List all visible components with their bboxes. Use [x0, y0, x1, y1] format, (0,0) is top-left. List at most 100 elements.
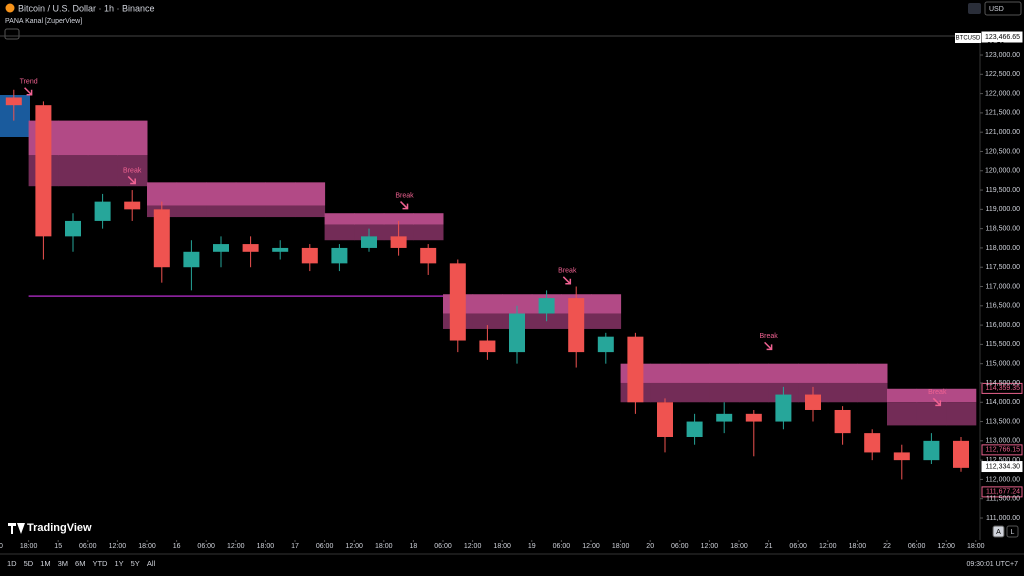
candle-body — [183, 251, 200, 268]
channel-upper — [265, 182, 296, 206]
collapse-button[interactable] — [4, 28, 20, 40]
range-button[interactable]: 1D — [7, 559, 17, 568]
candle-body — [834, 409, 851, 434]
channel-upper — [798, 363, 829, 383]
currency-select[interactable] — [984, 1, 1022, 16]
btc-icon — [5, 3, 15, 13]
channel-upper — [206, 182, 237, 206]
channel-upper — [591, 294, 622, 314]
channel-lower — [916, 402, 947, 426]
candle-body — [597, 336, 614, 353]
range-button[interactable]: All — [147, 559, 156, 568]
x-tick-label: 12:00 — [819, 543, 837, 550]
annotation-arrow — [932, 397, 942, 407]
x-tick-label: 18:00 — [257, 543, 275, 550]
channel-upper — [295, 182, 326, 206]
candle-body — [420, 247, 437, 264]
x-tick-label: 21 — [765, 543, 773, 550]
y-tick-label: 114,000.00 — [985, 399, 1020, 406]
x-tick-label: 06:00 — [789, 543, 807, 550]
channel-lower — [58, 155, 89, 187]
plot: Trend Break Break Break Break Break 123,466.65… — [5, 31, 1023, 498]
y-tick-label: 119,000.00 — [985, 206, 1020, 213]
candle-body — [361, 236, 377, 248]
y-tick-label: 116,000.00 — [985, 322, 1020, 329]
price-tag-label: 123,466.65 — [985, 34, 1020, 41]
x-tick-label: 12:00 — [345, 543, 363, 550]
channel-lower — [413, 224, 444, 241]
x-tick-label: 20 — [646, 543, 654, 550]
price-tag-label: 112,766.15 — [985, 447, 1020, 454]
x-tick-label: 06:00 — [434, 543, 452, 550]
candle-body — [864, 433, 881, 453]
candle-body — [449, 263, 466, 341]
x-tick-label: 06:00 — [316, 543, 334, 550]
candle-body — [94, 201, 111, 221]
y-tick-label: 115,000.00 — [985, 361, 1020, 368]
x-tick-label: 12:00 — [227, 543, 245, 550]
annotation-arrow — [764, 341, 773, 351]
channel-lower — [176, 205, 207, 218]
y-tick-label: 117,000.00 — [985, 283, 1020, 290]
x-tick-label: 12:00 — [109, 543, 127, 550]
x-tick-label: 18:00 — [138, 543, 156, 550]
x-tick-label: 18:00 — [20, 543, 38, 550]
symbol-title[interactable]: Bitcoin / U.S. Dollar · 1h · Binance — [18, 3, 155, 13]
x-tick-label: 06:00 — [553, 543, 571, 550]
channel-upper — [502, 294, 533, 314]
range-button[interactable]: 5D — [24, 559, 34, 568]
currency[interactable]: USD — [989, 6, 1004, 13]
channel-lower — [265, 205, 296, 218]
range-button[interactable]: 1M — [40, 559, 50, 568]
channel-lower — [887, 402, 918, 426]
range-button[interactable]: 6M — [75, 559, 85, 568]
channel-lower — [324, 224, 355, 241]
channel-lower — [650, 382, 681, 403]
x-tick-label: 18:00 — [612, 543, 630, 550]
x-tick-label: 12:00 — [701, 543, 719, 550]
channel-upper — [679, 363, 710, 383]
x-tick-label: 17 — [291, 543, 299, 550]
clock[interactable]: 09:30:01 UTC+7 — [966, 561, 1018, 568]
candle-body — [301, 247, 318, 264]
scale-button[interactable]: A — [996, 529, 1001, 536]
channel-upper — [58, 120, 89, 156]
symbol-tag — [955, 33, 981, 44]
annotation-arrow — [562, 276, 572, 285]
y-tick-label: 123,000.00 — [985, 52, 1020, 59]
candle-body — [509, 313, 525, 353]
candle-body — [893, 452, 910, 461]
candle-body — [479, 340, 496, 353]
annotation: Trend — [20, 79, 38, 86]
range-button[interactable]: 3M — [58, 559, 68, 568]
x-tick-label: 16 — [173, 543, 181, 550]
range-button[interactable]: 1Y — [114, 559, 123, 568]
channel-lower — [591, 313, 622, 329]
x-tick-label: 18 — [410, 543, 418, 550]
y-tick-label: 113,000.00 — [985, 438, 1020, 445]
y-tick-label: 112,500.00 — [985, 457, 1020, 464]
range-button[interactable]: 5Y — [131, 559, 140, 568]
y-tick-label: 121,000.00 — [985, 129, 1020, 136]
x-tick-label: 18:00 — [375, 543, 393, 550]
price-tag — [981, 461, 1023, 473]
price-tag-label: 114,359.35 — [985, 385, 1020, 392]
search-button[interactable] — [968, 3, 981, 14]
channel-upper — [383, 213, 414, 225]
channel-upper — [117, 120, 148, 156]
range-button[interactable]: YTD — [92, 559, 108, 568]
channel-upper — [887, 388, 918, 403]
indicator-name[interactable]: PANA Kanal [ZuperView] — [5, 18, 82, 25]
channel-upper — [413, 213, 444, 225]
scale-button[interactable]: L — [1011, 529, 1015, 536]
channel-upper — [827, 363, 858, 383]
annotation: Break — [558, 268, 577, 275]
channel-lower — [857, 382, 888, 403]
annotation-arrow — [399, 201, 409, 210]
y-tick-label: 117,500.00 — [985, 264, 1020, 271]
x-tick-label: 06:00 — [908, 543, 926, 550]
channel-lower — [87, 155, 118, 187]
channel-lower — [946, 402, 977, 426]
x-tick-label: 12:00 — [464, 543, 482, 550]
